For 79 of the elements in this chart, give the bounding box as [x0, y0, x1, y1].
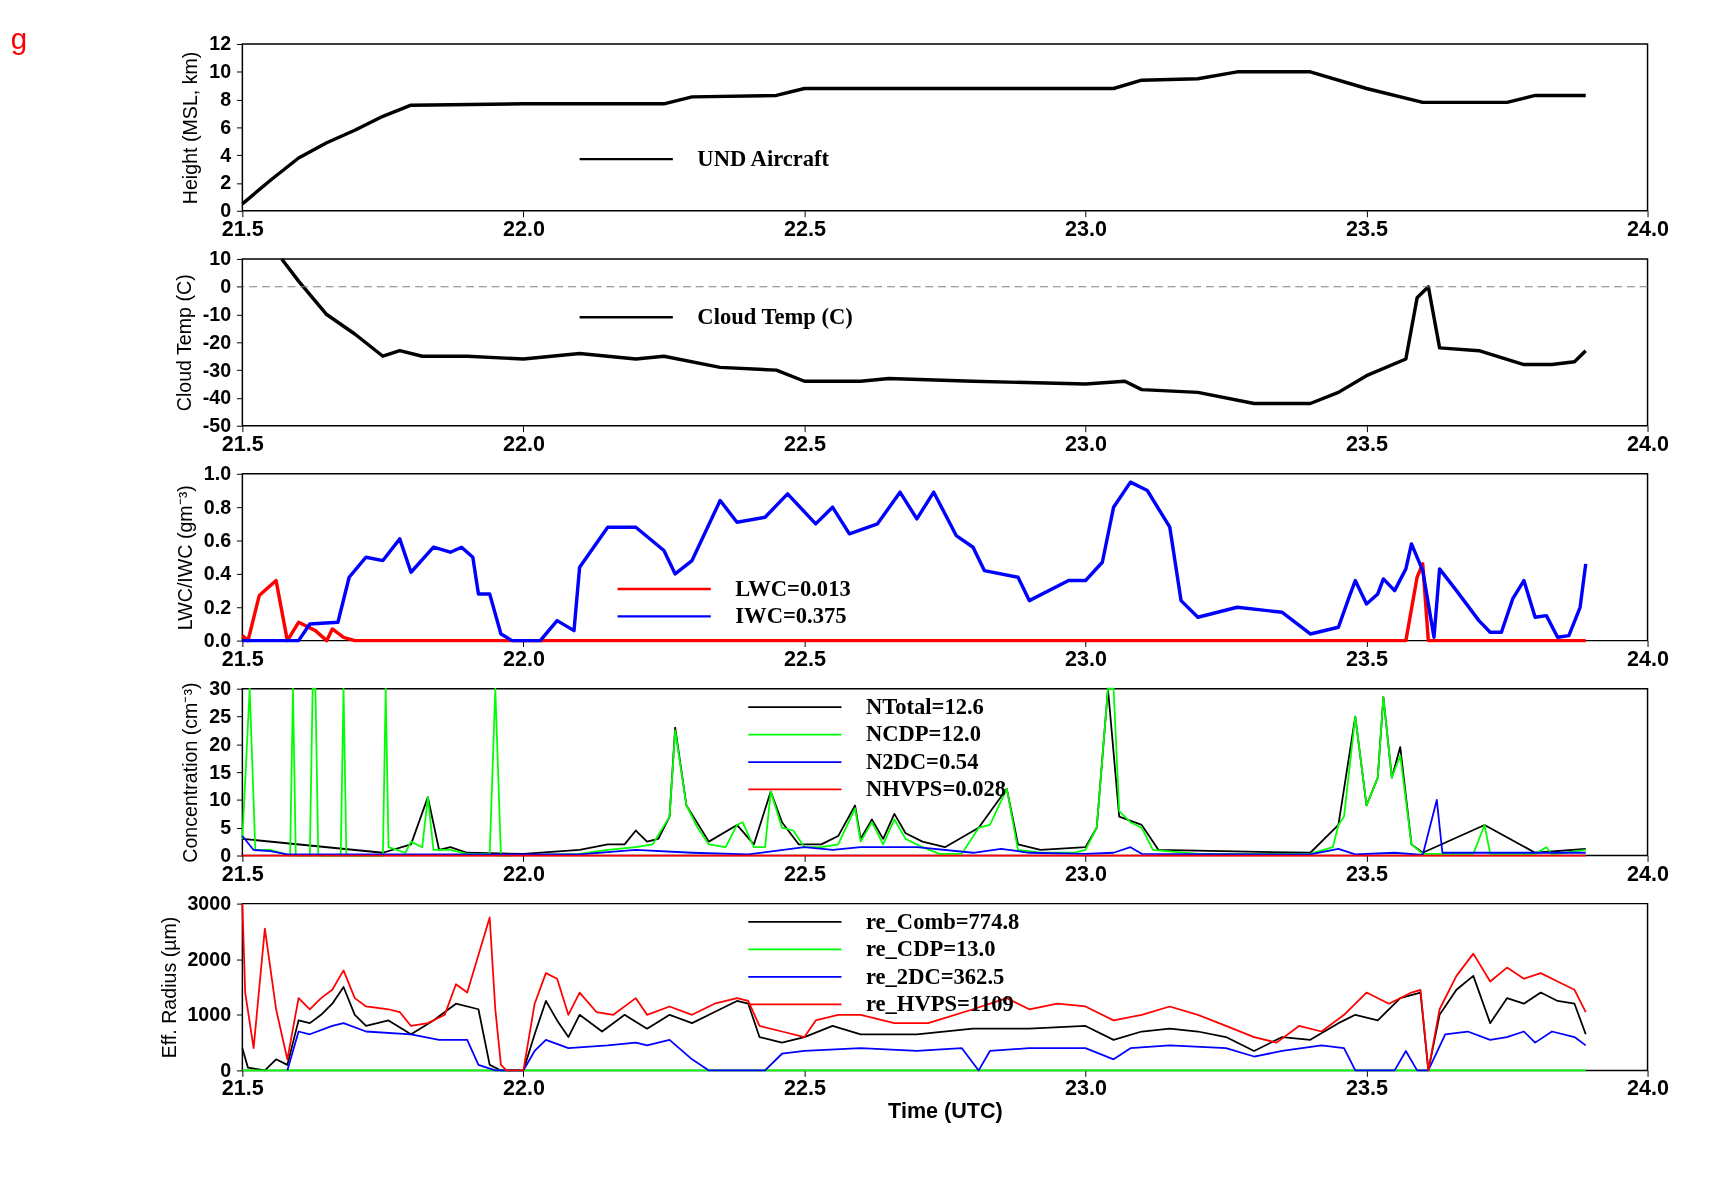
x-tick-label: 24.0 — [1627, 645, 1670, 671]
legend-label: re_Comb=774.8 — [865, 908, 1020, 934]
y-tick-label: -40 — [202, 386, 232, 409]
y-tick-label: 12 — [209, 32, 232, 55]
y-axis-title: Cloud Temp (C) — [172, 274, 195, 412]
legend-label: UND Aircraft — [697, 145, 830, 171]
legend-label: re_CDP=13.0 — [865, 936, 996, 962]
x-tick-label: 22.5 — [783, 430, 826, 456]
legend-label: Cloud Temp (C) — [697, 304, 853, 330]
x-tick-label: 23.0 — [1064, 1075, 1107, 1101]
y-tick-label: 0.2 — [203, 595, 232, 618]
x-tick-label: 23.5 — [1346, 860, 1389, 886]
x-tick-label: 22.5 — [783, 215, 826, 241]
x-tick-label: 24.0 — [1627, 215, 1670, 241]
legend-label: N2DC=0.54 — [865, 748, 979, 774]
legend-label: IWC=0.375 — [735, 603, 847, 629]
x-tick-label: 24.0 — [1627, 430, 1670, 456]
legend-label: re_2DC=362.5 — [865, 963, 1005, 989]
y-tick-label: 4 — [220, 143, 232, 166]
y-tick-label: 0 — [220, 1058, 232, 1081]
x-axis-title: Time (UTC) — [888, 1098, 1003, 1124]
y-axis-title: Height (MSL, km) — [179, 51, 202, 205]
text: g — [10, 21, 28, 55]
y-tick-label: 0 — [220, 843, 232, 866]
line-series — [241, 902, 1587, 1072]
y-tick-label: 10 — [209, 247, 232, 270]
y-tick-label: 10 — [209, 60, 232, 83]
x-tick-label: 22.0 — [502, 215, 545, 241]
y-tick-label: 0.8 — [203, 495, 232, 518]
y-tick-label: 2 — [220, 171, 232, 194]
y-tick-label: -20 — [202, 330, 232, 353]
y-tick-label: 2000 — [187, 947, 232, 970]
y-tick-label: 5 — [220, 816, 232, 839]
y-tick-label: 1000 — [187, 1003, 232, 1026]
x-tick-label: 22.5 — [783, 860, 826, 886]
y-tick-label: -30 — [202, 358, 232, 381]
x-tick-label: 23.5 — [1346, 645, 1389, 671]
y-tick-label: -10 — [202, 302, 232, 325]
legend-label: NHVPS=0.028 — [865, 776, 1006, 802]
y-tick-label: 8 — [220, 88, 232, 110]
x-tick-label: 22.5 — [783, 1075, 826, 1101]
x-tick-label: 22.5 — [783, 645, 826, 671]
legend-label: LWC=0.013 — [735, 575, 851, 601]
y-tick-label: 0.6 — [203, 528, 232, 551]
y-tick-label: -50 — [202, 414, 232, 437]
x-tick-label: 23.0 — [1064, 860, 1107, 886]
y-tick-label: 0 — [220, 275, 232, 298]
line-series — [240, 480, 1588, 643]
x-tick-label: 22.0 — [502, 1075, 545, 1101]
x-tick-label: 23.5 — [1346, 430, 1389, 456]
y-tick-label: 15 — [209, 760, 232, 783]
x-tick-label: 22.0 — [502, 645, 545, 671]
x-tick-label: 23.5 — [1346, 215, 1389, 241]
y-tick-label: 20 — [209, 732, 232, 755]
y-tick-label: 10 — [209, 788, 232, 811]
x-tick-label: 23.0 — [1064, 645, 1107, 671]
y-tick-label: 30 — [209, 677, 232, 700]
x-tick-label: 24.0 — [1627, 1075, 1670, 1101]
x-tick-label: 23.5 — [1346, 1075, 1389, 1101]
x-tick-label: 23.0 — [1064, 430, 1107, 456]
legend-label: NTotal=12.6 — [865, 693, 984, 719]
line-series — [241, 799, 1587, 856]
x-tick-label: 22.0 — [502, 860, 545, 886]
y-tick-label: 25 — [209, 704, 232, 727]
legend-label: NCDP=12.0 — [865, 721, 981, 747]
line-series — [240, 562, 1588, 643]
y-axis-title: Eff. Radius (µm) — [157, 916, 180, 1059]
y-axis-title: LWC/IWC (gm⁻³) — [174, 485, 197, 631]
x-tick-label: 23.0 — [1064, 215, 1107, 241]
x-tick-label: 24.0 — [1627, 860, 1670, 886]
x-tick-label: 22.0 — [502, 430, 545, 456]
y-tick-label: 3000 — [187, 891, 232, 914]
y-tick-label: 0.0 — [203, 629, 232, 652]
line-series — [286, 1022, 1587, 1072]
y-tick-label: 0.4 — [203, 562, 232, 585]
y-tick-label: 0 — [220, 199, 232, 222]
y-axis-title: Concentration (cm⁻³) — [179, 682, 202, 863]
y-tick-label: 1.0 — [203, 462, 232, 485]
y-tick-label: 6 — [220, 115, 232, 138]
